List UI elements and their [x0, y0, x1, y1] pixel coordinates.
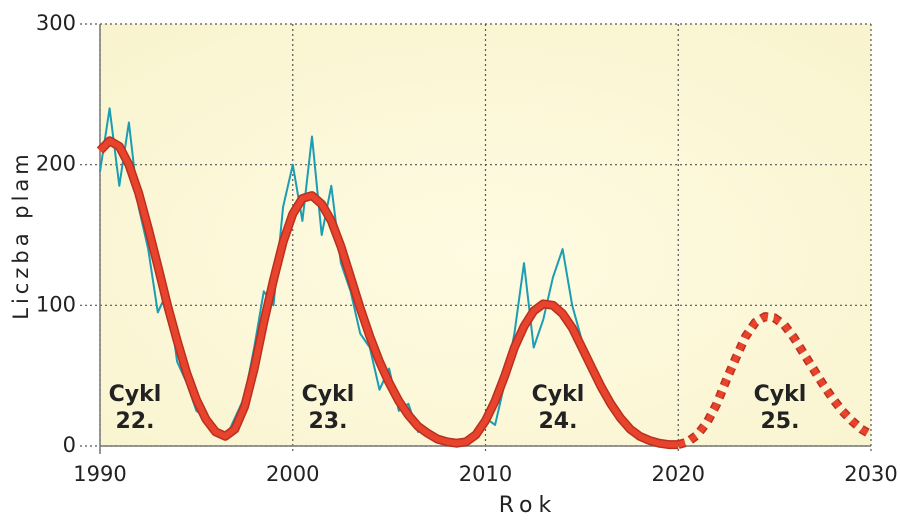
cycle-label: 25.	[761, 409, 800, 434]
x-tick-label: 2020	[652, 462, 705, 486]
y-tick-label: 0	[63, 433, 76, 457]
x-tick-label: 1990	[73, 462, 126, 486]
cycle-label: Cykl	[532, 382, 585, 407]
x-tick-label: 2030	[844, 462, 897, 486]
y-tick-label: 300	[36, 11, 76, 35]
series-line	[677, 313, 873, 448]
cycle-label: 23.	[309, 409, 348, 434]
x-tick-label: 2000	[266, 462, 319, 486]
cycle-label: Cykl	[754, 382, 807, 407]
cycle-label: Cykl	[109, 382, 162, 407]
cycle-label: 22.	[116, 409, 155, 434]
cycle-label: Cykl	[302, 382, 355, 407]
y-tick-label: 200	[36, 152, 76, 176]
series-line	[97, 137, 679, 448]
x-tick-label: 2010	[459, 462, 512, 486]
x-axis-label: Rok	[499, 493, 558, 518]
y-tick-label: 100	[36, 292, 76, 316]
y-axis-label: Liczba plam	[9, 150, 33, 319]
cycle-label: 24.	[539, 409, 578, 434]
